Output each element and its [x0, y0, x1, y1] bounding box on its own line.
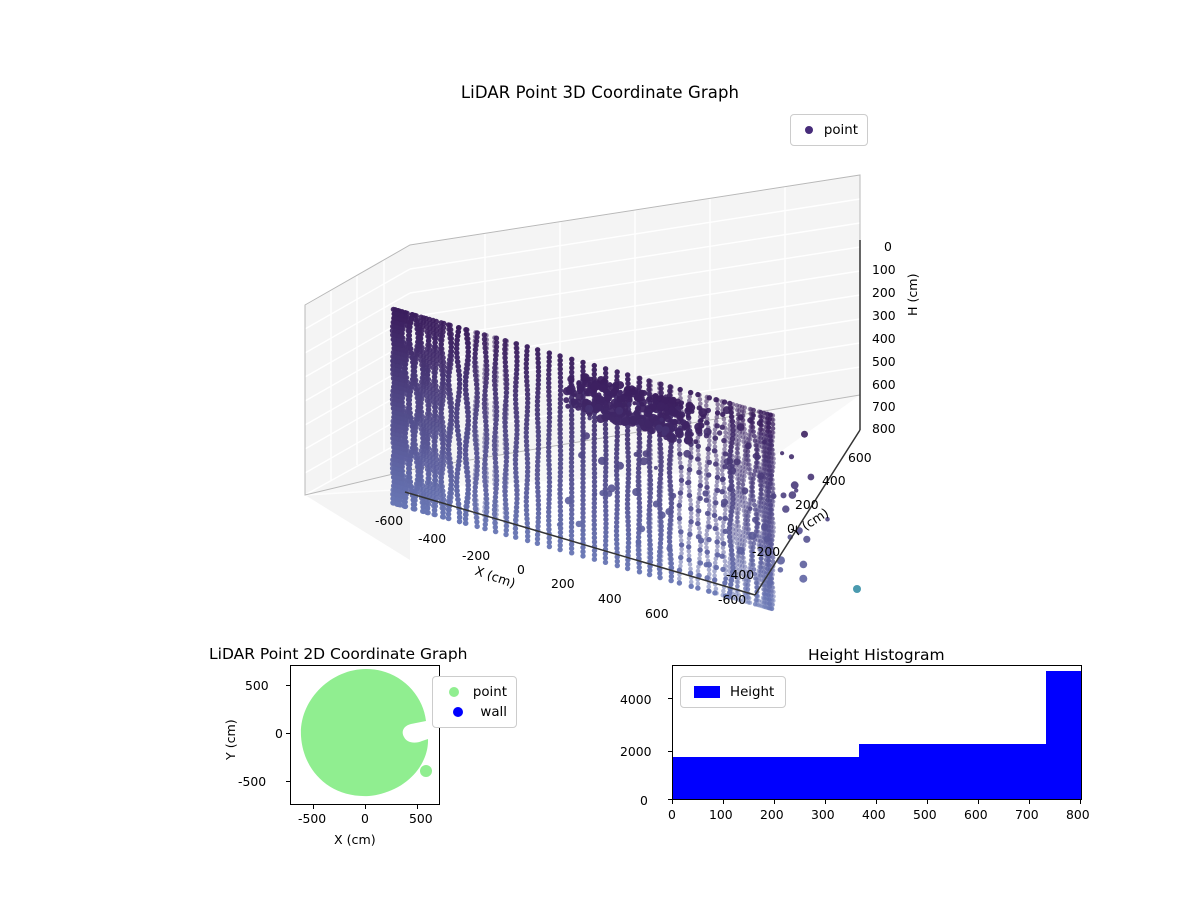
chart-3d-title: LiDAR Point 3D Coordinate Graph [460, 83, 740, 102]
z-tick-100: 100 [872, 262, 896, 277]
z-tick-800: 800 [872, 421, 896, 436]
yhist-tick-4000: 4000 [620, 692, 652, 707]
xhist-tickmark-600 [978, 800, 980, 804]
y2d-tick-0: 0 [275, 726, 283, 741]
xhist-tickmark-800 [1080, 800, 1082, 804]
legend-label-point: point [823, 122, 858, 138]
legend-label-wall-2d: wall [480, 704, 507, 720]
axes-3d[interactable] [300, 140, 920, 620]
axes-2d[interactable] [290, 665, 440, 805]
y2d-tickmark-0 [286, 733, 290, 735]
xhist-tick-500: 500 [913, 807, 937, 822]
xhist-tickmark-300 [825, 800, 827, 804]
height-patch-icon [690, 686, 724, 698]
y-tick-200: 200 [795, 497, 819, 512]
x2d-tickmark-500 [417, 805, 419, 809]
y2d-tickmark--500 [286, 781, 290, 783]
axes-2d-wrapper[interactable]: 500 0 -500 -500 0 500 X (cm) Y (cm) [223, 665, 440, 847]
x-tick-200: 200 [551, 576, 575, 591]
legend-2d[interactable]: point wall [432, 676, 517, 728]
z-tick-500: 500 [872, 354, 896, 369]
y2d-tick--500: -500 [238, 774, 267, 789]
xhist-tick-200: 200 [760, 807, 784, 822]
legend-3d[interactable]: point [790, 114, 868, 146]
y2d-tickmark-500 [286, 685, 290, 687]
x2d-axis-label: X (cm) [334, 832, 376, 847]
y-tick-0: 0 [787, 521, 795, 536]
yhist-tickmark-2000 [668, 751, 672, 753]
z-tick-0: 0 [884, 239, 892, 254]
z-tick-400: 400 [872, 331, 896, 346]
x-tick--400: -400 [418, 531, 447, 546]
legend-label-point-2d: point [472, 684, 507, 700]
xhist-tick-100: 100 [709, 807, 733, 822]
point-cloud-2d [300, 669, 432, 797]
lidar-2d-scatter-canvas [300, 669, 432, 797]
x2d-tickmark-0 [365, 805, 367, 809]
point-marker-icon [442, 687, 467, 697]
chart-2d-title: LiDAR Point 2D Coordinate Graph [209, 645, 468, 663]
legend-item-point[interactable]: point [800, 120, 858, 140]
yhist-tick-2000: 2000 [620, 744, 652, 759]
x2d-tick--500: -500 [298, 811, 327, 826]
xhist-tick-600: 600 [964, 807, 988, 822]
hist-bar [859, 744, 1046, 799]
y-tick--400: -400 [726, 567, 755, 582]
x2d-tick-0: 0 [361, 811, 369, 826]
z-tick-600: 600 [872, 377, 896, 392]
legend-item-wall-2d[interactable]: wall [442, 702, 507, 722]
chart-hist-title: Height Histogram [808, 646, 945, 664]
xhist-tickmark-0 [672, 800, 674, 804]
legend-label-height: Height [730, 684, 775, 700]
hist-bar [1045, 671, 1081, 799]
point-marker-icon [800, 126, 818, 134]
legend-item-height[interactable]: Height [690, 682, 776, 702]
xhist-tick-700: 700 [1015, 807, 1039, 822]
y-tick-400: 400 [822, 473, 846, 488]
outlier-point [853, 585, 861, 593]
y2d-tick-500: 500 [245, 678, 269, 693]
x-tick--200: -200 [462, 548, 491, 563]
y-tick--600: -600 [718, 592, 747, 607]
x-tick-400: 400 [598, 591, 622, 606]
z-tick-200: 200 [872, 285, 896, 300]
z-tick-300: 300 [872, 308, 896, 323]
yhist-tickmark-4000 [668, 698, 672, 700]
y-tick--200: -200 [752, 544, 781, 559]
wall-marker-icon [442, 707, 474, 717]
x-tick--600: -600 [375, 513, 404, 528]
lidar-3d-scatter-canvas [304, 174, 861, 612]
z-axis-label: H (cm) [905, 273, 920, 317]
hist-bar [673, 756, 860, 799]
legend-hist[interactable]: Height [680, 676, 786, 708]
y-tick-600: 600 [848, 450, 872, 465]
xhist-tickmark-500 [927, 800, 929, 804]
x2d-tick-500: 500 [409, 811, 433, 826]
x2d-tickmark--500 [313, 805, 315, 809]
xhist-tickmark-700 [1029, 800, 1031, 804]
legend-item-point-2d[interactable]: point [442, 682, 507, 702]
xhist-tickmark-400 [876, 800, 878, 804]
xhist-tick-400: 400 [862, 807, 886, 822]
xhist-tick-300: 300 [811, 807, 835, 822]
xhist-tickmark-200 [774, 800, 776, 804]
xhist-tick-0: 0 [668, 807, 676, 822]
xhist-tick-800: 800 [1066, 807, 1090, 822]
x-tick-0: 0 [517, 562, 525, 577]
yhist-tickmark-0 [668, 799, 672, 801]
yhist-tick-0: 0 [640, 793, 648, 808]
xhist-tickmark-100 [723, 800, 725, 804]
y2d-axis-label: Y (cm) [223, 719, 238, 760]
z-tick-700: 700 [872, 399, 896, 414]
axes-3d-spines [404, 240, 861, 596]
lidar-point-cloud [389, 306, 861, 612]
x-tick-600: 600 [645, 606, 669, 621]
